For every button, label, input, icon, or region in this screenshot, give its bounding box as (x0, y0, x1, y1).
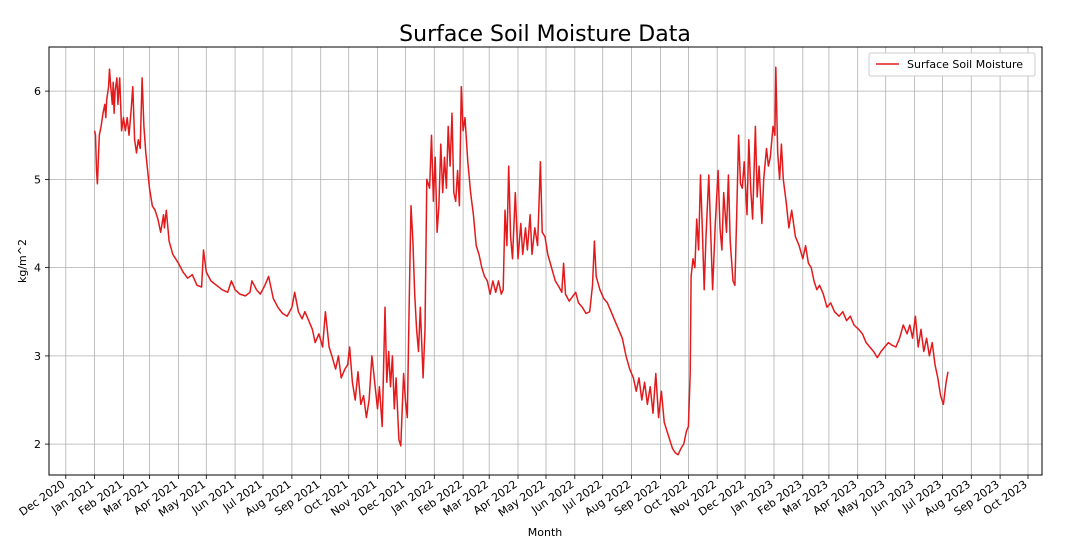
series-line-surface-soil-moisture (93, 66, 949, 456)
x-axis-label: Month (528, 526, 563, 539)
y-tick-label: 4 (34, 262, 41, 275)
chart-title: Surface Soil Moisture Data (399, 22, 691, 47)
y-axis-label: kg/m^2 (16, 239, 29, 283)
y-tick-label: 3 (34, 350, 41, 363)
y-axis-ticks: 2 3 4 5 6 (34, 85, 49, 451)
legend-label: Surface Soil Moisture (907, 58, 1023, 71)
y-tick-label: 2 (34, 438, 41, 451)
plot-frame (48, 46, 1043, 476)
legend-box (868, 52, 1036, 77)
y-gridlines (49, 90, 1042, 445)
y-tick-label: 6 (34, 85, 41, 98)
x-gridlines (65, 47, 1029, 475)
y-tick-label: 5 (34, 173, 41, 186)
legend: Surface Soil Moisture (868, 52, 1036, 77)
